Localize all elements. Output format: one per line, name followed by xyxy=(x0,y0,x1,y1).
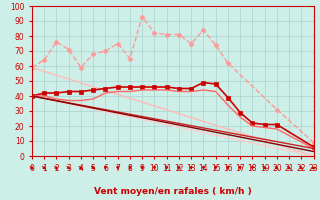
X-axis label: Vent moyen/en rafales ( km/h ): Vent moyen/en rafales ( km/h ) xyxy=(94,187,252,196)
